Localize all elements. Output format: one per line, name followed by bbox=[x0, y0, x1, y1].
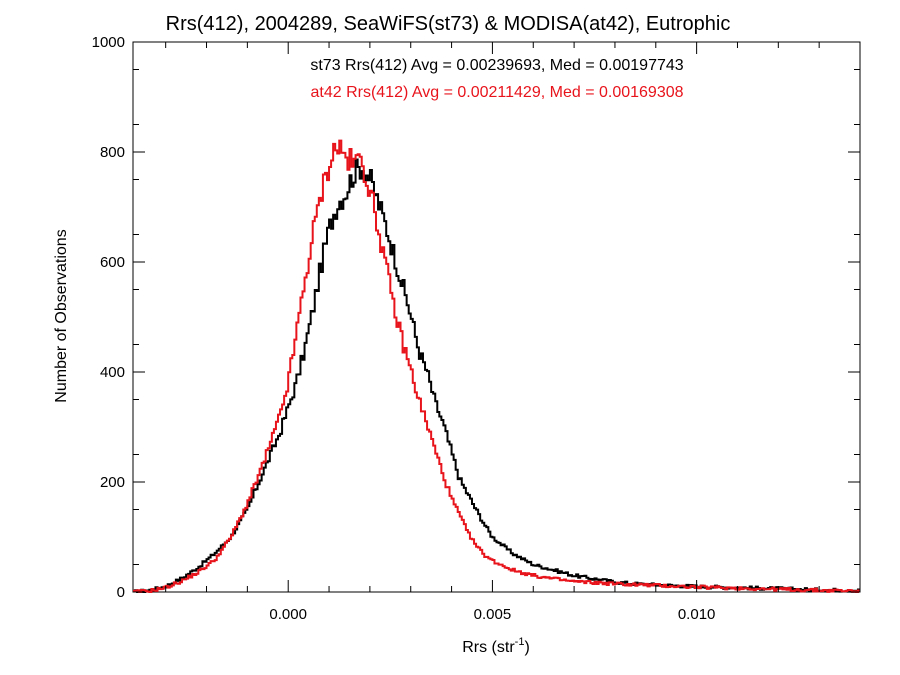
y-axis-label: Number of Observations bbox=[53, 229, 70, 402]
y-tick-label: 800 bbox=[100, 144, 125, 161]
histogram-series-0 bbox=[133, 158, 860, 593]
series-layer bbox=[133, 139, 860, 593]
y-tick-label: 0 bbox=[117, 584, 125, 601]
plot-border bbox=[132, 41, 861, 593]
annotation-st73: st73 Rrs(412) Avg = 0.00239693, Med = 0.… bbox=[310, 57, 683, 74]
x-tick-label: 0.000 bbox=[269, 606, 307, 623]
plot-frame bbox=[132, 41, 861, 593]
y-tick-label: 600 bbox=[100, 254, 125, 271]
ticks-layer: 0 200 400 600 800 1000 0.000 0.005 0.010 bbox=[92, 34, 861, 623]
x-tick-label: 0.010 bbox=[678, 606, 716, 623]
x-axis-label-superscript: -1 bbox=[515, 636, 525, 648]
x-axis-label-base: Rrs (str bbox=[462, 639, 515, 656]
x-tick-label: 0.005 bbox=[474, 606, 512, 623]
y-tick-label: 400 bbox=[100, 364, 125, 381]
chart-title: Rrs(412), 2004289, SeaWiFS(st73) & MODIS… bbox=[166, 13, 731, 35]
x-axis-label: Rrs (str-1) bbox=[462, 636, 530, 656]
y-tick-label: 200 bbox=[100, 474, 125, 491]
annotation-at42: at42 Rrs(412) Avg = 0.00211429, Med = 0.… bbox=[310, 84, 683, 101]
histogram-series-1 bbox=[133, 139, 860, 593]
x-axis-label-close: ) bbox=[524, 639, 529, 656]
y-tick-label: 1000 bbox=[92, 34, 125, 51]
